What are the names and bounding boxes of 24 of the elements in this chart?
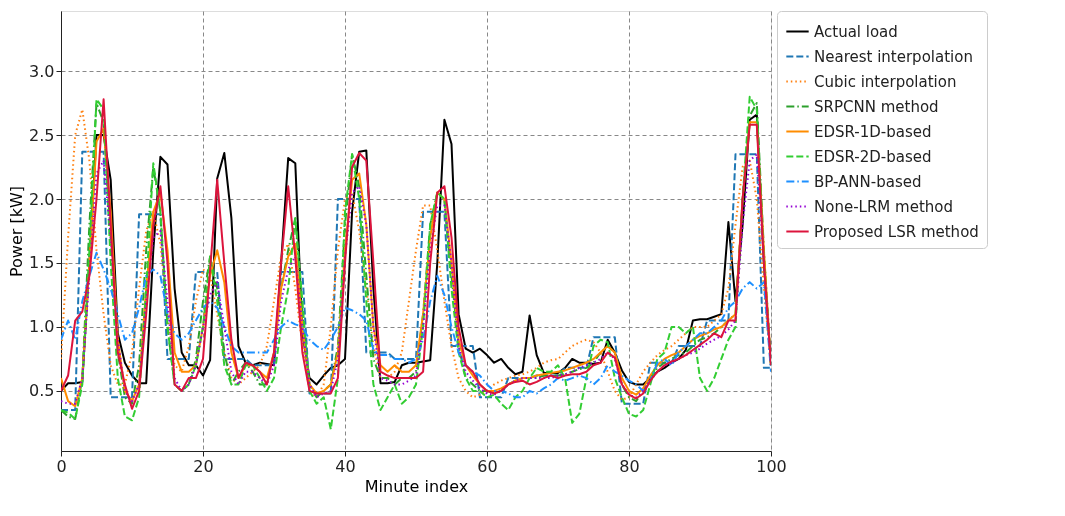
x-tick-label: 0 xyxy=(56,456,67,476)
y-tick-label: 1.5 xyxy=(29,253,55,273)
y-tick-label: 2.5 xyxy=(29,125,55,145)
line-series xyxy=(61,251,771,399)
legend-label: EDSR-1D-based xyxy=(814,122,932,141)
y-axis-title: Power [kW] xyxy=(7,185,27,278)
legend-label: Nearest interpolation xyxy=(814,47,973,66)
y-tick-label: 3.0 xyxy=(29,61,55,81)
legend-label: SRPCNN method xyxy=(814,97,939,116)
legend-label: Proposed LSR method xyxy=(814,222,979,241)
legend-label: BP-ANN-based xyxy=(814,172,922,191)
legend-label: Actual load xyxy=(814,22,898,41)
legend-label: EDSR-2D-based xyxy=(814,147,932,166)
x-tick-label: 60 xyxy=(477,456,498,476)
x-tick-label: 40 xyxy=(335,456,356,476)
y-tick-label: 0.5 xyxy=(29,381,55,401)
legend-label: None-LRM method xyxy=(814,197,953,216)
y-tick-label: 2.0 xyxy=(29,189,55,209)
legend-label: Cubic interpolation xyxy=(814,72,957,91)
y-tick-label: 1.0 xyxy=(29,317,55,337)
x-tick-label: 20 xyxy=(193,456,214,476)
x-tick-label: 80 xyxy=(619,456,640,476)
x-axis-title: Minute index xyxy=(364,476,469,496)
x-tick-label: 100 xyxy=(756,456,787,476)
